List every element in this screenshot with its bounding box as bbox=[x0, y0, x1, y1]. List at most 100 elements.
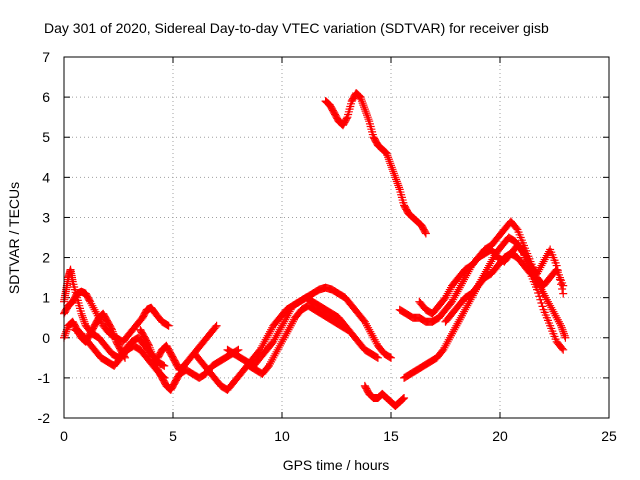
x-tick-label: 15 bbox=[383, 428, 399, 444]
data-point bbox=[448, 329, 457, 338]
series-sat-9 bbox=[245, 301, 352, 378]
data-point bbox=[458, 309, 467, 318]
data-point bbox=[88, 301, 97, 310]
data-point bbox=[159, 361, 168, 370]
data-point bbox=[258, 341, 267, 350]
data-point bbox=[260, 337, 269, 346]
data-point bbox=[342, 114, 351, 123]
data-point bbox=[453, 319, 462, 328]
data-point bbox=[285, 307, 294, 316]
data-point bbox=[390, 171, 399, 180]
data-point bbox=[537, 299, 546, 308]
data-point bbox=[259, 339, 268, 348]
data-point bbox=[464, 299, 473, 308]
data-point bbox=[145, 343, 154, 352]
y-tick-label: 3 bbox=[42, 209, 50, 225]
data-point bbox=[553, 266, 562, 275]
data-point bbox=[151, 359, 160, 368]
data-point bbox=[552, 313, 561, 322]
data-point bbox=[444, 287, 453, 296]
series-sat-1 bbox=[60, 287, 173, 346]
data-point bbox=[360, 105, 369, 114]
data-point bbox=[421, 228, 430, 237]
data-point bbox=[557, 323, 566, 332]
data-point bbox=[81, 319, 90, 328]
data-point bbox=[384, 153, 393, 162]
data-point bbox=[279, 335, 288, 344]
data-point bbox=[536, 295, 545, 304]
data-point bbox=[536, 263, 545, 272]
data-point bbox=[558, 325, 567, 334]
x-axis-label: GPS time / hours bbox=[283, 457, 390, 473]
data-point bbox=[86, 297, 95, 306]
data-point bbox=[385, 157, 394, 166]
series-sat-5 bbox=[136, 325, 243, 394]
data-point bbox=[546, 301, 555, 310]
data-point bbox=[456, 281, 465, 290]
data-point bbox=[554, 270, 563, 279]
data-point bbox=[267, 357, 276, 366]
data-point bbox=[463, 301, 472, 310]
data-point bbox=[537, 261, 546, 270]
data-point bbox=[153, 363, 162, 372]
data-point bbox=[452, 321, 461, 330]
data-points bbox=[60, 89, 570, 410]
data-point bbox=[553, 315, 562, 324]
data-point bbox=[448, 297, 457, 306]
data-point bbox=[545, 299, 554, 308]
data-point bbox=[387, 163, 396, 172]
data-point bbox=[534, 267, 543, 276]
data-point bbox=[560, 331, 569, 340]
data-point bbox=[89, 303, 98, 312]
data-point bbox=[361, 319, 370, 328]
data-point bbox=[462, 271, 471, 280]
data-point bbox=[271, 333, 280, 342]
data-point bbox=[461, 305, 470, 314]
data-point bbox=[439, 345, 448, 354]
data-point bbox=[454, 317, 463, 326]
data-point bbox=[549, 307, 558, 316]
data-point bbox=[558, 344, 567, 353]
data-point bbox=[443, 337, 452, 346]
data-point bbox=[460, 307, 469, 316]
data-point bbox=[400, 393, 409, 402]
x-tick-label: 0 bbox=[60, 428, 68, 444]
data-point bbox=[61, 329, 70, 338]
x-tick-label: 5 bbox=[169, 428, 177, 444]
plot-frame bbox=[63, 56, 610, 419]
data-point bbox=[540, 255, 549, 264]
data-point bbox=[144, 340, 153, 349]
series-sat-14 bbox=[415, 241, 568, 318]
data-point bbox=[372, 353, 381, 362]
data-point bbox=[262, 333, 271, 342]
data-point bbox=[269, 353, 278, 362]
data-point bbox=[288, 317, 297, 326]
data-point bbox=[457, 279, 466, 288]
data-point bbox=[394, 183, 403, 192]
chart-title: Day 301 of 2020, Sidereal Day-to-day VTE… bbox=[44, 20, 549, 36]
data-point bbox=[488, 255, 497, 264]
data-point bbox=[361, 107, 370, 116]
data-point bbox=[450, 293, 459, 302]
data-point bbox=[519, 249, 528, 258]
data-point bbox=[79, 315, 88, 324]
data-point bbox=[269, 337, 278, 346]
data-point bbox=[147, 349, 156, 358]
data-point bbox=[392, 177, 401, 186]
data-point bbox=[387, 353, 395, 362]
data-point bbox=[367, 329, 376, 338]
y-tick-label: -2 bbox=[38, 410, 51, 426]
data-point bbox=[541, 253, 550, 262]
y-tick-label: 6 bbox=[42, 89, 50, 105]
data-point bbox=[147, 347, 156, 356]
data-point bbox=[444, 335, 453, 344]
data-point bbox=[362, 109, 371, 118]
data-point bbox=[462, 303, 471, 312]
data-point bbox=[486, 259, 495, 268]
data-point bbox=[559, 327, 568, 336]
data-point bbox=[357, 95, 366, 104]
data-point bbox=[440, 343, 449, 352]
data-point bbox=[539, 289, 548, 298]
data-point bbox=[281, 315, 290, 324]
data-point bbox=[455, 315, 464, 324]
